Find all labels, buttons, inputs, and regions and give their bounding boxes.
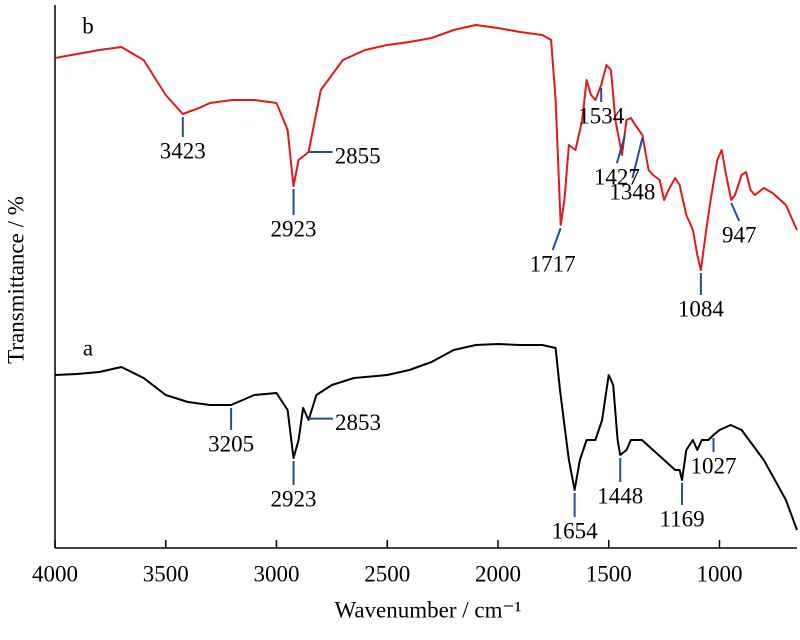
- annotation-label: 2853: [335, 410, 381, 435]
- annotation-label: 1534: [578, 103, 625, 128]
- spectrum-line: [54, 24, 798, 271]
- annotation-label: 2923: [271, 486, 317, 511]
- spectrum-line: [54, 343, 798, 531]
- annotation-label: 1169: [659, 506, 704, 531]
- annotation-label: 1027: [690, 453, 736, 478]
- x-tick-label: 4000: [32, 561, 78, 586]
- annotation-label: 947: [722, 222, 757, 247]
- annotation-label: 3423: [160, 138, 206, 163]
- x-tick-label: 1500: [586, 561, 632, 586]
- x-axis-label: Wavenumber / cm⁻¹: [334, 597, 521, 622]
- annotation-label: 1717: [530, 251, 576, 276]
- x-tick-label: 3000: [253, 561, 299, 586]
- annotation-label: 1427: [594, 165, 640, 190]
- annotation-label: 1348: [609, 179, 655, 204]
- x-tick-label: 2000: [475, 561, 521, 586]
- series-label: a: [83, 335, 93, 360]
- annotation-label: 2923: [271, 216, 317, 241]
- annotation-line: [631, 137, 644, 179]
- annotation-label: 2855: [335, 143, 381, 168]
- annotation-line: [615, 134, 626, 164]
- annotation-line: [730, 202, 741, 222]
- x-tick-label: 3500: [143, 561, 189, 586]
- series-label: b: [82, 13, 94, 38]
- y-axis-label: Transmittance / %: [3, 196, 28, 364]
- x-tick-label: 2500: [364, 561, 410, 586]
- annotation-label: 1654: [552, 518, 599, 543]
- annotation-label: 3205: [208, 431, 254, 456]
- annotation-label: 1448: [597, 483, 643, 508]
- x-tick-label: 1000: [696, 561, 742, 586]
- annotation-line: [551, 227, 562, 251]
- annotation-label: 1084: [678, 296, 725, 321]
